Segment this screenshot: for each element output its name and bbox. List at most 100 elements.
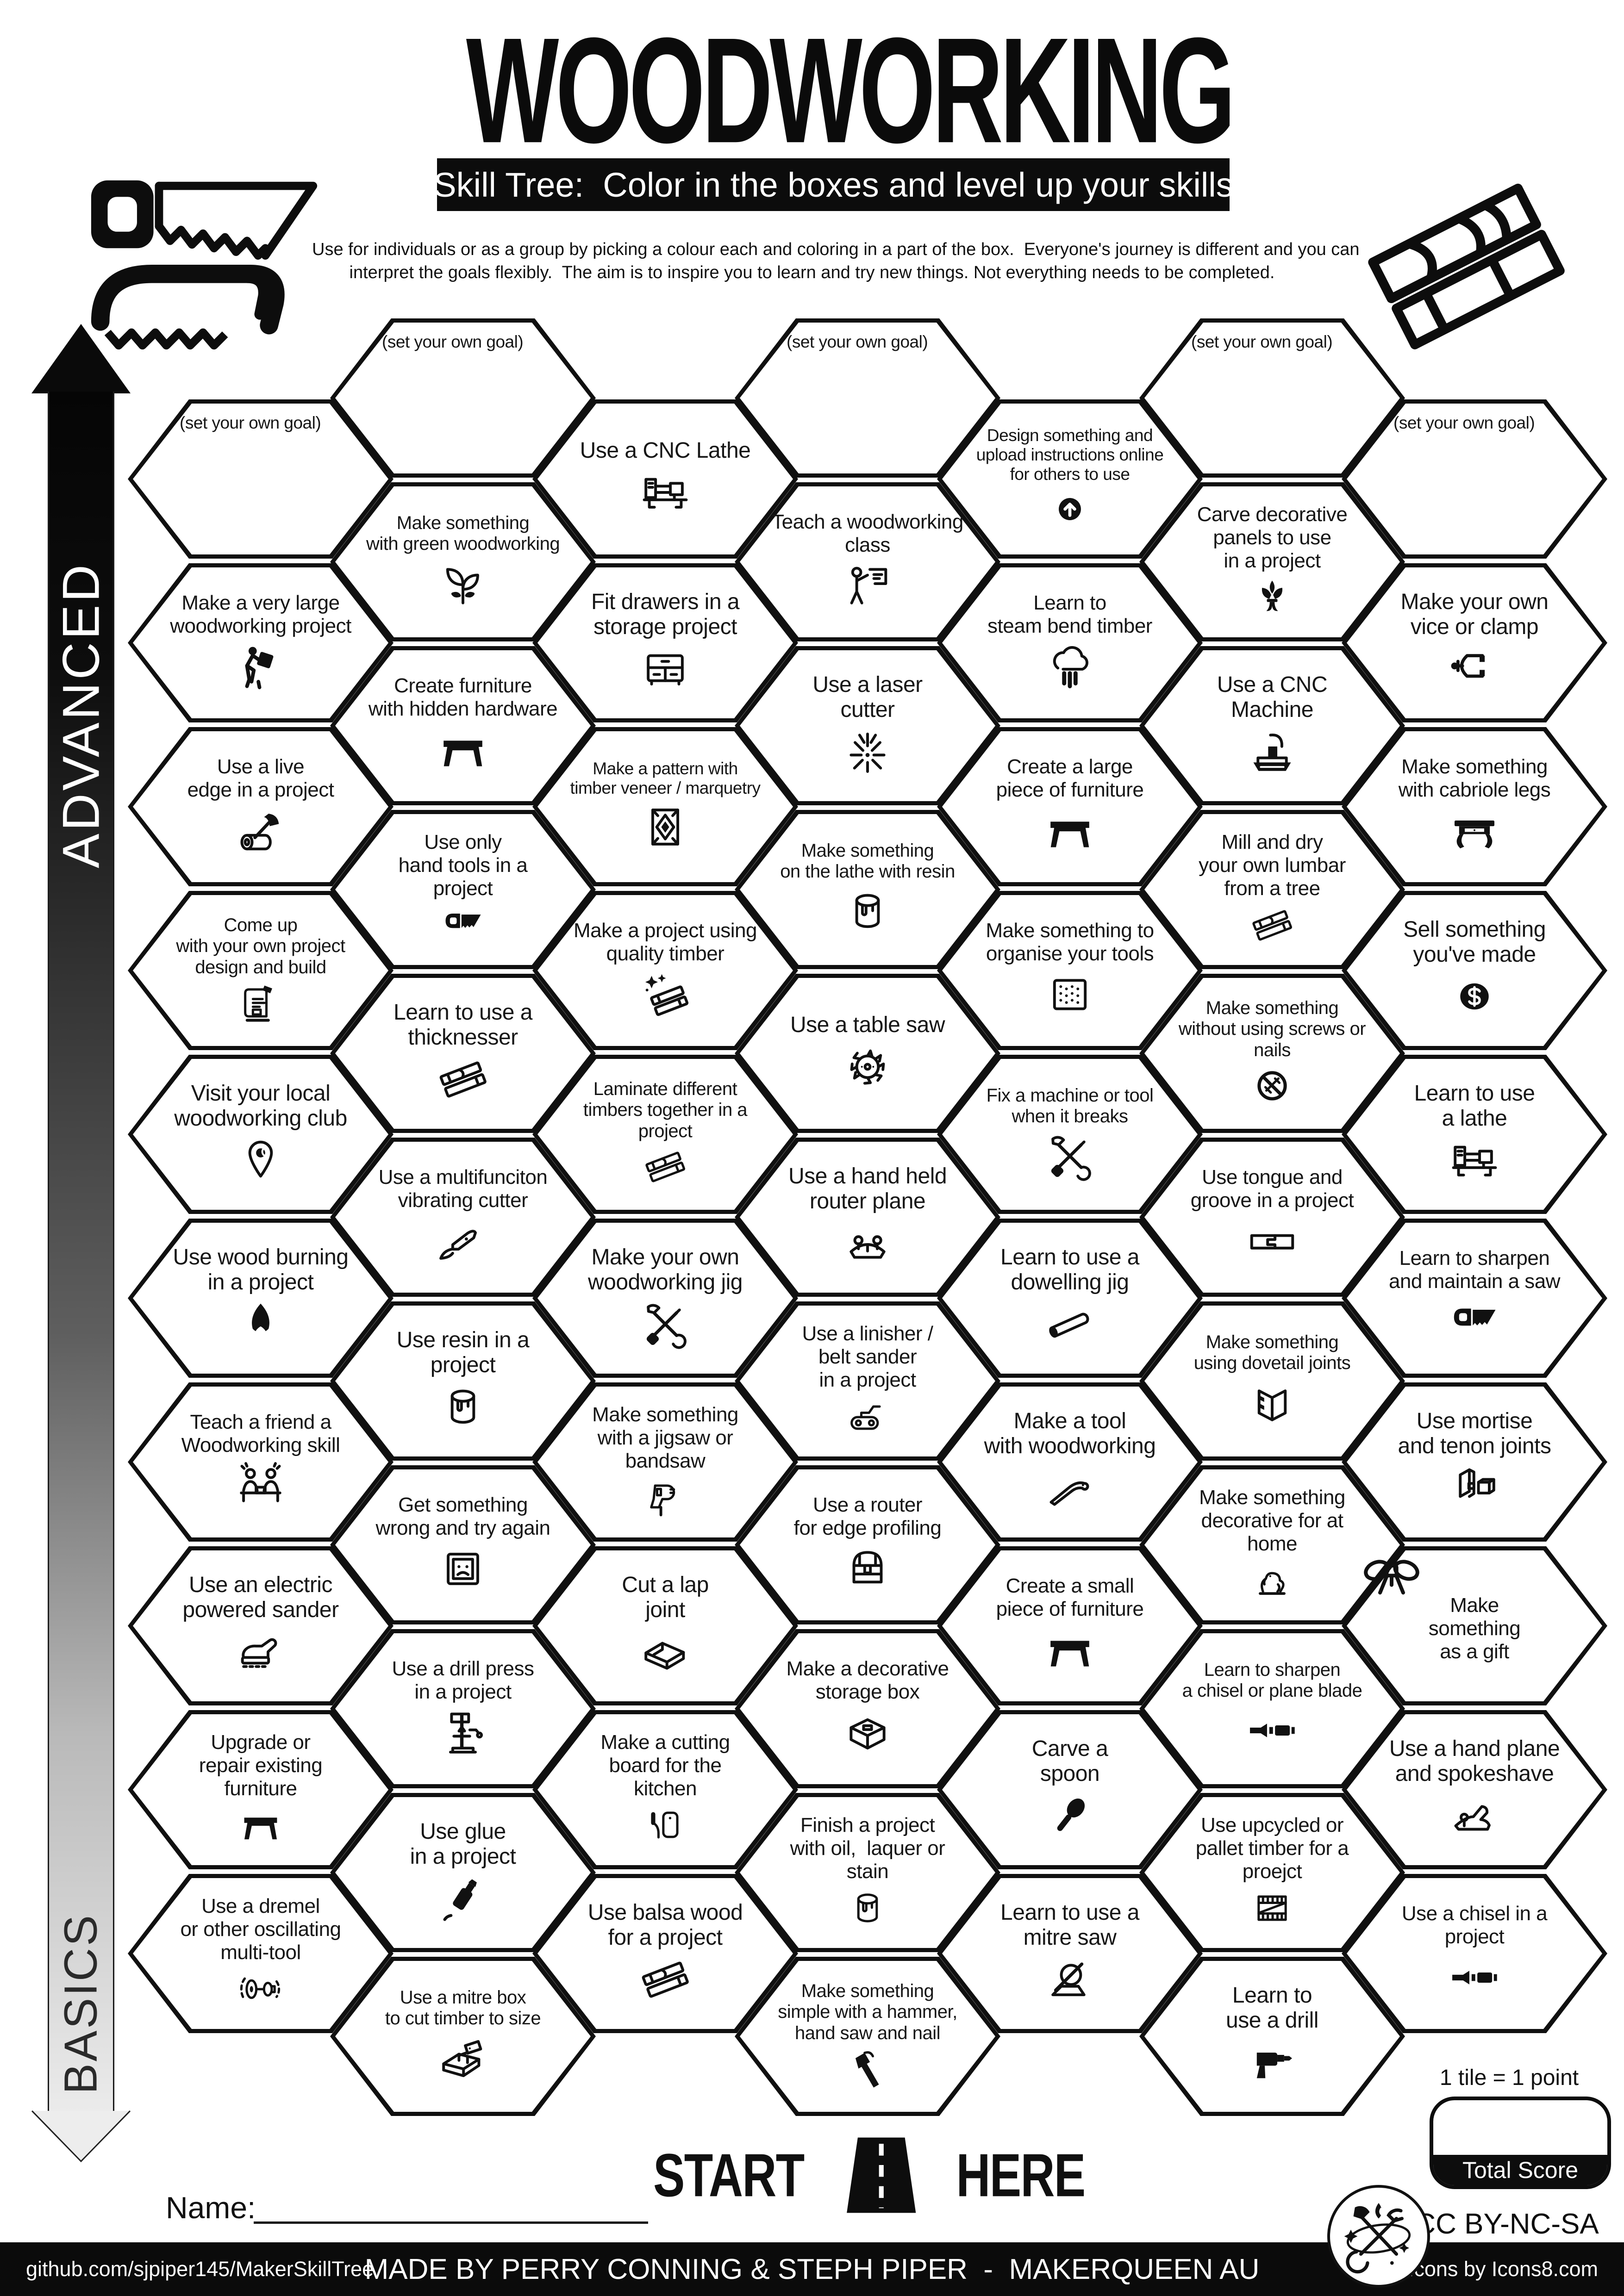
hex-visit-your-local-woodworking-club[interactable]: Visit your local woodworking club [128,1055,394,1214]
hex-make-something-simple-with-a-hammer-hand-saw[interactable]: Make something simple with a hammer, han… [735,1957,1000,2116]
hex-fill [942,1223,1198,1374]
hex-cut-a-lap-joint[interactable]: Cut a lap joint [532,1546,798,1705]
hex-make-something-as-a-gift[interactable]: Make something as a gift [1342,1546,1607,1705]
mortise-tenon-icon [1447,1461,1502,1515]
hex-fix-a-machine-or-tool-when-it-breaks[interactable]: Fix a machine or tool when it breaks [937,1055,1203,1214]
hex-sell-something-you-ve-made[interactable]: Sell something you've made [1342,891,1607,1050]
hex-carve-decorative-panels-to-use-in-a-project[interactable]: Carve decorative panels to use in a proj… [1139,482,1405,641]
hand-saw-icon [440,902,486,948]
pegboard-icon [1043,967,1097,1022]
hex-create-furniture-with-hidden-hardware[interactable]: Create furniture with hidden hardware [330,646,596,805]
hex-fill [335,1797,591,1948]
footer-icons-link[interactable]: Icons by Icons8.com [1408,2257,1598,2281]
hex-fit-drawers-in-a-storage-project[interactable]: Fit drawers in a storage project [532,563,798,722]
hex-make-a-very-large-woodworking-project[interactable]: Make a very large woodworking project [128,563,394,722]
hex-fill [740,486,995,637]
hex-learn-to-use-a-lathe[interactable]: Learn to use a lathe [1342,1055,1607,1214]
hex-upgrade-or-repair-existing-furniture[interactable]: Upgrade or repair existing furniture [128,1710,394,1869]
hex-use-resin-in-a-project[interactable]: Use resin in a project [330,1301,596,1461]
hex-use-wood-burning-in-a-project[interactable]: Use wood burning in a project [128,1219,394,1378]
hex-make-something-decorative-for-at-home[interactable]: Make something decorative for at home [1139,1465,1405,1624]
hex-learn-to-sharpen-a-chisel-or-plane-blade[interactable]: Learn to sharpen a chisel or plane blade [1139,1629,1405,1788]
hex-make-a-project-using-quality-timber[interactable]: Make a project using quality timber [532,891,798,1050]
jigsaw-tool-icon [642,1475,688,1521]
hex-come-up-with-your-own-project-design-and-bui[interactable]: Come up with your own project design and… [128,891,394,1050]
hex-set-your-own-goal[interactable]: (set your own goal) [1139,318,1405,478]
hex-use-a-chisel-in-a-project[interactable]: Use a chisel in a project [1342,1874,1607,2033]
hex-learn-to-use-a-mitre-saw[interactable]: Learn to use a mitre saw [937,1874,1203,2033]
hex-finish-a-project-with-oil-laquer-or-stain[interactable]: Finish a project with oil, laquer or sta… [735,1793,1000,1952]
hex-learn-to-use-a-drill[interactable]: Learn to use a drill [1139,1957,1405,2116]
hex-make-something-with-a-jigsaw-or-bandsaw[interactable]: Make something with a jigsaw or bandsaw [532,1382,798,1542]
hex-use-a-live-edge-in-a-project[interactable]: Use a live edge in a project [128,727,394,886]
furniture-table-icon [237,1802,284,1848]
hex-fill [133,1387,388,1537]
hex-learn-to-use-a-thicknesser[interactable]: Learn to use a thicknesser [330,974,596,1133]
hex-laminate-different-timbers-together-in-a-pro[interactable]: Laminate different timbers together in a… [532,1055,798,1214]
hex-design-something-and-upload-instructions-onl[interactable]: Design something and upload instructions… [937,399,1203,559]
hex-label: Learn to sharpen a chisel or plane blade [1182,1659,1362,1701]
hex-make-a-pattern-with-timber-veneer-marquetry[interactable]: Make a pattern with timber veneer / marq… [532,727,798,886]
hex-teach-a-friend-a-woodworking-skill[interactable]: Teach a friend a Woodworking skill [128,1382,394,1542]
hex-make-a-cutting-board-for-the-kitchen[interactable]: Make a cutting board for the kitchen [532,1710,798,1869]
hex-carve-a-spoon[interactable]: Carve a spoon [937,1710,1203,1869]
hex-learn-to-use-a-dowelling-jig[interactable]: Learn to use a dowelling jig [937,1219,1203,1378]
hex-make-something-on-the-lathe-with-resin[interactable]: Make something on the lathe with resin [735,810,1000,969]
hex-fill [133,567,388,718]
hex-use-upcycled-or-pallet-timber-for-a-proejct[interactable]: Use upcycled or pallet timber for a proe… [1139,1793,1405,1952]
hex-make-something-with-green-woodworking[interactable]: Make something with green woodworking [330,482,596,641]
hex-fill [1144,1961,1400,2112]
hex-make-a-decorative-storage-box[interactable]: Make a decorative storage box [735,1629,1000,1788]
hex-make-something-using-dovetail-joints[interactable]: Make something using dovetail joints [1139,1301,1405,1461]
total-score-box[interactable]: Total Score [1430,2097,1611,2189]
hex-use-a-table-saw[interactable]: Use a table saw [735,974,1000,1133]
hex-label: (set your own goal) [1191,332,1333,351]
hex-use-a-cnc-lathe[interactable]: Use a CNC Lathe [532,399,798,559]
hex-use-only-hand-tools-in-a-project[interactable]: Use only hand tools in a project [330,810,596,969]
hex-make-something-with-cabriole-legs[interactable]: Make something with cabriole legs [1342,727,1607,886]
lap-joint-icon [638,1624,693,1679]
tongue-groove-icon [1245,1214,1299,1269]
hex-make-a-tool-with-woodworking[interactable]: Make a tool with woodworking [937,1382,1203,1542]
footer-repo-link[interactable]: github.com/sjpiper145/MakerSkillTree [26,2257,374,2281]
hex-make-something-to-organise-your-tools[interactable]: Make something to organise your tools [937,891,1203,1050]
hex-make-your-own-woodworking-jig[interactable]: Make your own woodworking jig [532,1219,798,1378]
hex-set-your-own-goal[interactable]: (set your own goal) [735,318,1000,478]
laser-burst-icon [840,724,895,779]
hex-use-an-electric-powered-sander[interactable]: Use an electric powered sander [128,1546,394,1705]
hex-use-mortise-and-tenon-joints[interactable]: Use mortise and tenon joints [1342,1382,1607,1542]
hex-mill-and-dry-your-own-lumbar-from-a-tree[interactable]: Mill and dry your own lumbar from a tree [1139,810,1405,969]
hex-use-a-mitre-box-to-cut-timber-to-size[interactable]: Use a mitre box to cut timber to size [330,1957,596,2116]
hex-learn-to-sharpen-and-maintain-a-saw[interactable]: Learn to sharpen and maintain a saw [1342,1219,1607,1378]
hex-get-something-wrong-and-try-again[interactable]: Get something wrong and try again [330,1465,596,1624]
hex-use-a-drill-press-in-a-project[interactable]: Use a drill press in a project [330,1629,596,1788]
hex-label: Fix a machine or tool when it breaks [986,1085,1154,1126]
hex-make-something-without-using-screws-or-nails[interactable]: Make something without using screws or n… [1139,974,1405,1133]
hex-set-your-own-goal[interactable]: (set your own goal) [1342,399,1607,559]
hex-learn-to-steam-bend-timber[interactable]: Learn to steam bend timber [937,563,1203,722]
hex-make-your-own-vice-or-clamp[interactable]: Make your own vice or clamp [1342,563,1607,722]
hex-use-a-linisher-belt-sander-in-a-project[interactable]: Use a linisher / belt sander in a projec… [735,1301,1000,1461]
hex-use-balsa-wood-for-a-project[interactable]: Use balsa wood for a project [532,1874,798,2033]
name-underline[interactable] [254,2221,648,2224]
hex-set-your-own-goal[interactable]: (set your own goal) [128,399,394,559]
hex-teach-a-woodworking-class[interactable]: Teach a woodworking class [735,482,1000,641]
hex-set-your-own-goal[interactable]: (set your own goal) [330,318,596,478]
hex-fill [335,1961,591,2112]
hex-use-a-router-for-edge-profiling[interactable]: Use a router for edge profiling [735,1465,1000,1624]
hex-use-glue-in-a-project[interactable]: Use glue in a project [330,1793,596,1952]
hex-use-a-multifunciton-vibrating-cutter[interactable]: Use a multifunciton vibrating cutter [330,1138,596,1297]
hex-use-tongue-and-groove-in-a-project[interactable]: Use tongue and groove in a project [1139,1138,1405,1297]
hex-use-a-cnc-machine[interactable]: Use a CNC Machine [1139,646,1405,805]
hex-use-a-laser-cutter[interactable]: Use a laser cutter [735,646,1000,805]
hex-label: Use wood burning in a project [173,1244,349,1294]
crossed-tools-icon [638,1297,693,1351]
hex-create-a-large-piece-of-furniture[interactable]: Create a large piece of furniture [937,727,1203,886]
hex-create-a-small-piece-of-furniture[interactable]: Create a small piece of furniture [937,1546,1203,1705]
hex-use-a-dremel-or-other-oscillating-multi-tool[interactable]: Use a dremel or other oscillating multi-… [128,1874,394,2033]
hex-use-a-hand-plane-and-spokeshave[interactable]: Use a hand plane and spokeshave [1342,1710,1607,1869]
hex-use-a-hand-held-router-plane[interactable]: Use a hand held router plane [735,1138,1000,1297]
hex-label: Use a hand plane and spokeshave [1389,1736,1560,1786]
hex-label: Carve decorative panels to use in a proj… [1197,503,1348,572]
pallet-crate-icon [1249,1885,1295,1931]
